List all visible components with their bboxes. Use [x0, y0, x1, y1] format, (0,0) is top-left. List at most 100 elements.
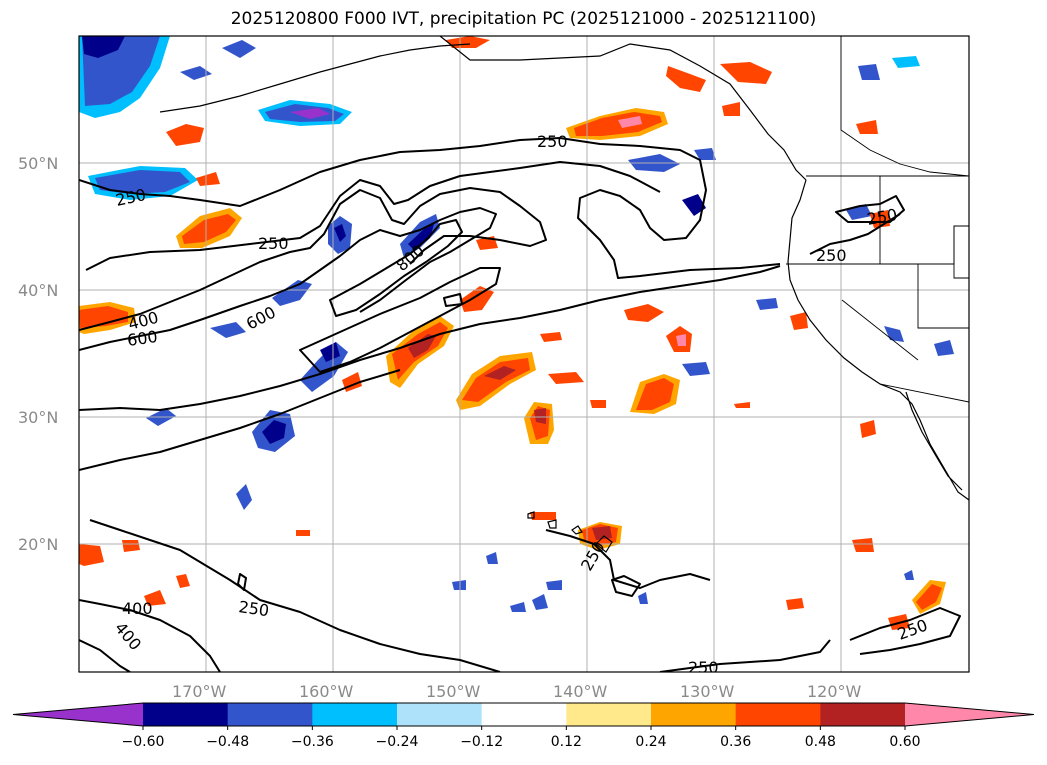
ivt-contour-800: [329, 219, 463, 317]
contour-label: 250: [258, 234, 289, 253]
neg-area: [892, 56, 920, 68]
ivt-contour-400: [299, 267, 501, 373]
pos-area: [790, 312, 808, 330]
baja-inner-coast: [905, 391, 963, 491]
lat-label: 30°N: [18, 408, 58, 427]
lat-label: 50°N: [18, 154, 58, 173]
colorbar-segment: [143, 703, 229, 726]
borders: [786, 36, 969, 403]
colorbar-segment: [735, 703, 821, 726]
ivt-contour-250: [79, 137, 781, 279]
colorbar-extend-max: [905, 703, 1034, 726]
ivt-contours: [79, 137, 961, 672]
ivt-contour-250: [835, 195, 905, 223]
coastlines: [159, 36, 969, 553]
pos-area: [144, 590, 166, 606]
colorbar-segment: [227, 703, 313, 726]
pos-area: [786, 598, 804, 610]
pos-area: [79, 544, 104, 566]
colorbar-tick-label: 0.48: [805, 734, 836, 750]
precip-negative-areas: [79, 36, 954, 612]
pos-area: [856, 120, 878, 134]
lon-label: 160°W: [299, 682, 354, 701]
lon-label: 140°W: [553, 682, 608, 701]
pos-area: [636, 378, 674, 410]
pos-area: [534, 408, 546, 424]
aleutian-islands: [159, 43, 471, 113]
neg-area: [858, 64, 880, 80]
neg-area: [452, 580, 466, 590]
colorbar-tick-label: 0.24: [635, 734, 666, 750]
contour-label: 250: [816, 246, 847, 265]
colorbar-tick-label: 0.12: [551, 734, 582, 750]
neg-area: [638, 592, 648, 604]
contour-label: 400: [122, 599, 153, 618]
pos-area: [196, 172, 220, 186]
pos-area: [666, 66, 706, 92]
lat-labels: 50°N 40°N 30°N 20°N: [18, 154, 58, 554]
pos-area: [166, 124, 204, 146]
ivt-contour-250: [85, 161, 661, 271]
map-content: 250 250 250 250 250 250 250 250 250 400 …: [79, 36, 969, 677]
colorbar-tick-label: −0.48: [206, 734, 249, 750]
contour-label: 250: [688, 658, 719, 677]
colorbar-tick-label: −0.36: [291, 734, 334, 750]
neg-area: [262, 420, 286, 444]
neg-area: [486, 552, 498, 564]
ivt-contour-250: [79, 265, 781, 411]
pos-area: [720, 62, 772, 84]
alaska-canada-border: [840, 36, 969, 177]
ivt-contour-250: [443, 293, 463, 307]
ivt-contour-400: [79, 187, 547, 331]
neg-area: [934, 340, 954, 356]
map-title: 2025120800 F000 IVT, precipitation PC (2…: [230, 9, 817, 29]
contour-label: 250: [237, 597, 270, 620]
hawaii-island: [571, 525, 583, 535]
lat-label: 40°N: [18, 281, 58, 300]
neg-area: [532, 594, 548, 610]
pos-area: [624, 304, 664, 322]
pos-area: [408, 334, 436, 358]
pos-area: [296, 530, 310, 536]
pos-area: [540, 332, 562, 342]
colorbar: −0.60 −0.48 −0.36 −0.24 −0.12 0.12 0.24 0.36 0.4…: [12, 702, 1035, 750]
neg-area: [272, 280, 312, 306]
pos-area: [592, 526, 612, 540]
pos-area: [460, 286, 494, 312]
lat-label: 20°N: [18, 535, 58, 554]
ivt-contour-400: [79, 639, 131, 672]
pos-area: [548, 372, 584, 384]
ivt-contour-250: [89, 519, 501, 672]
ivt-contour-400: [79, 599, 221, 672]
lon-label: 130°W: [680, 682, 735, 701]
colorbar-tick-label: 0.60: [889, 734, 920, 750]
pos-area: [182, 214, 236, 244]
colorbar-segment: [481, 703, 567, 726]
mexico-border: [879, 383, 969, 403]
colorbar-segment: [312, 703, 398, 726]
lon-label: 120°W: [807, 682, 862, 701]
pos-area: [676, 334, 686, 346]
contour-label: 600: [126, 327, 159, 350]
hawaii-island: [595, 535, 613, 553]
alaska-coast: [439, 36, 807, 181]
lon-label: 170°W: [172, 682, 227, 701]
neg-area: [682, 362, 710, 376]
neg-area: [210, 322, 246, 338]
neg-area: [180, 66, 212, 80]
ivt-contour-250: [849, 607, 961, 655]
state-border: [917, 264, 969, 329]
neg-area: [334, 224, 346, 242]
pos-area: [852, 538, 874, 552]
pos-area: [79, 306, 128, 328]
neg-area: [884, 326, 904, 342]
neg-area: [408, 224, 434, 250]
neg-area: [95, 170, 190, 194]
state-border: [953, 225, 969, 279]
state-border: [841, 299, 919, 361]
neg-area: [694, 148, 716, 160]
colorbar-segment: [566, 703, 652, 726]
ivt-contour-250: [659, 639, 831, 672]
lon-labels: 170°W 160°W 150°W 140°W 130°W 120°W: [172, 682, 862, 701]
